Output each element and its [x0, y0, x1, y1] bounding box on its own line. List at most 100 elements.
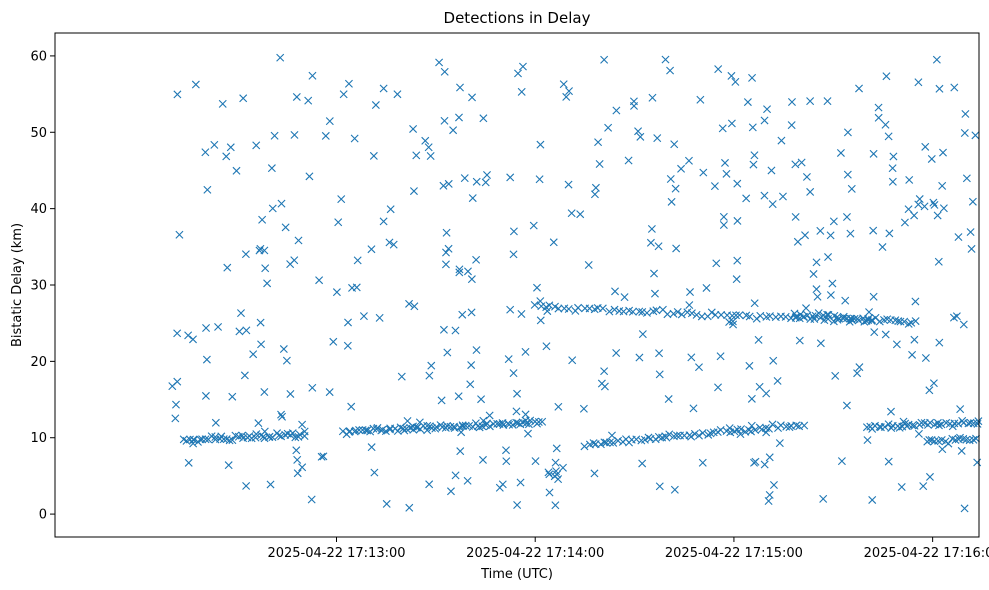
detection-marker	[842, 401, 851, 410]
detection-marker	[290, 130, 299, 139]
detection-marker	[317, 452, 326, 461]
detection-marker	[456, 447, 465, 456]
detection-marker	[369, 151, 378, 160]
detection-marker	[257, 340, 266, 349]
detection-marker	[714, 383, 723, 392]
detection-marker	[908, 350, 917, 359]
detection-marker	[689, 404, 698, 413]
detection-marker	[579, 404, 588, 413]
detection-marker	[813, 292, 822, 301]
detection-marker	[802, 304, 811, 313]
detection-marker	[339, 90, 348, 99]
detection-marker	[895, 423, 904, 432]
detection-marker	[189, 439, 198, 448]
detection-marker	[634, 127, 643, 136]
detection-marker	[716, 352, 725, 361]
detection-marker	[472, 255, 481, 264]
detection-marker	[281, 223, 290, 232]
detection-marker	[460, 174, 469, 183]
detection-marker	[661, 55, 670, 64]
detection-marker	[743, 98, 752, 107]
detection-marker	[531, 457, 540, 466]
detection-marker	[865, 308, 874, 317]
detection-marker	[921, 354, 930, 363]
detection-marker	[842, 213, 851, 221]
detection-marker	[467, 361, 476, 370]
detection-marker	[344, 318, 353, 327]
detection-marker	[907, 318, 916, 327]
detection-marker	[294, 236, 303, 245]
detection-marker	[439, 181, 448, 190]
detection-marker	[203, 185, 212, 194]
detection-marker	[168, 382, 177, 391]
detection-marker	[717, 310, 726, 319]
detection-marker	[175, 230, 184, 239]
detection-marker	[823, 310, 832, 319]
detection-marker	[925, 435, 934, 444]
detection-marker	[210, 140, 219, 149]
y-tick-label: 10	[30, 431, 47, 446]
detection-marker	[939, 148, 947, 157]
detection-marker	[778, 192, 787, 201]
detection-marker	[437, 396, 446, 405]
detection-marker	[911, 297, 920, 306]
detection-marker	[704, 430, 713, 439]
detection-marker	[611, 287, 620, 296]
detection-marker	[252, 141, 261, 150]
detection-marker	[762, 389, 771, 398]
detection-marker	[914, 78, 923, 87]
detection-marker	[750, 458, 759, 467]
x-tick-label: 2025-04-22 17:16:00	[864, 546, 989, 561]
detection-marker	[816, 339, 825, 348]
detection-marker	[927, 154, 936, 163]
detection-marker	[359, 312, 368, 321]
detection-marker	[791, 160, 800, 169]
detection-marker	[554, 475, 563, 484]
detection-marker	[768, 200, 777, 209]
detection-marker	[792, 312, 801, 321]
detection-marker	[722, 169, 731, 178]
detection-marker	[823, 97, 832, 106]
detection-marker	[853, 369, 862, 378]
detection-marker	[925, 472, 934, 481]
detection-marker	[529, 221, 538, 230]
detection-marker	[638, 459, 647, 468]
detection-marker	[973, 419, 982, 428]
detection-marker	[751, 426, 760, 435]
detection-marker	[952, 312, 961, 321]
detection-marker	[535, 175, 544, 184]
detection-marker	[375, 313, 384, 322]
detection-marker	[793, 237, 802, 246]
detection-marker	[687, 309, 696, 318]
detection-marker	[632, 435, 641, 444]
detection-marker	[298, 420, 307, 429]
detection-marker	[880, 315, 888, 324]
detection-marker	[201, 435, 210, 444]
detection-marker	[463, 267, 472, 276]
detection-marker	[707, 308, 716, 317]
detection-marker	[765, 490, 774, 499]
detection-marker	[891, 316, 900, 325]
detection-marker	[517, 310, 526, 318]
detection-marker	[412, 151, 421, 160]
detection-marker	[410, 302, 419, 311]
detection-marker	[442, 228, 451, 237]
detection-marker	[506, 305, 515, 314]
detection-marker	[731, 77, 740, 86]
detection-marker	[808, 312, 817, 321]
detection-marker	[524, 429, 532, 438]
detection-marker	[325, 117, 334, 126]
detection-marker	[843, 128, 852, 137]
detection-marker	[305, 172, 314, 181]
detection-marker	[347, 402, 356, 411]
detection-marker	[293, 455, 302, 464]
detection-marker	[300, 427, 309, 436]
detection-marker	[321, 131, 330, 140]
detection-marker	[642, 308, 651, 317]
detection-marker	[672, 244, 681, 253]
detection-marker	[513, 501, 522, 509]
detection-marker	[421, 136, 430, 145]
detection-marker	[228, 436, 237, 445]
detection-marker	[969, 435, 978, 444]
detection-marker	[966, 418, 975, 427]
